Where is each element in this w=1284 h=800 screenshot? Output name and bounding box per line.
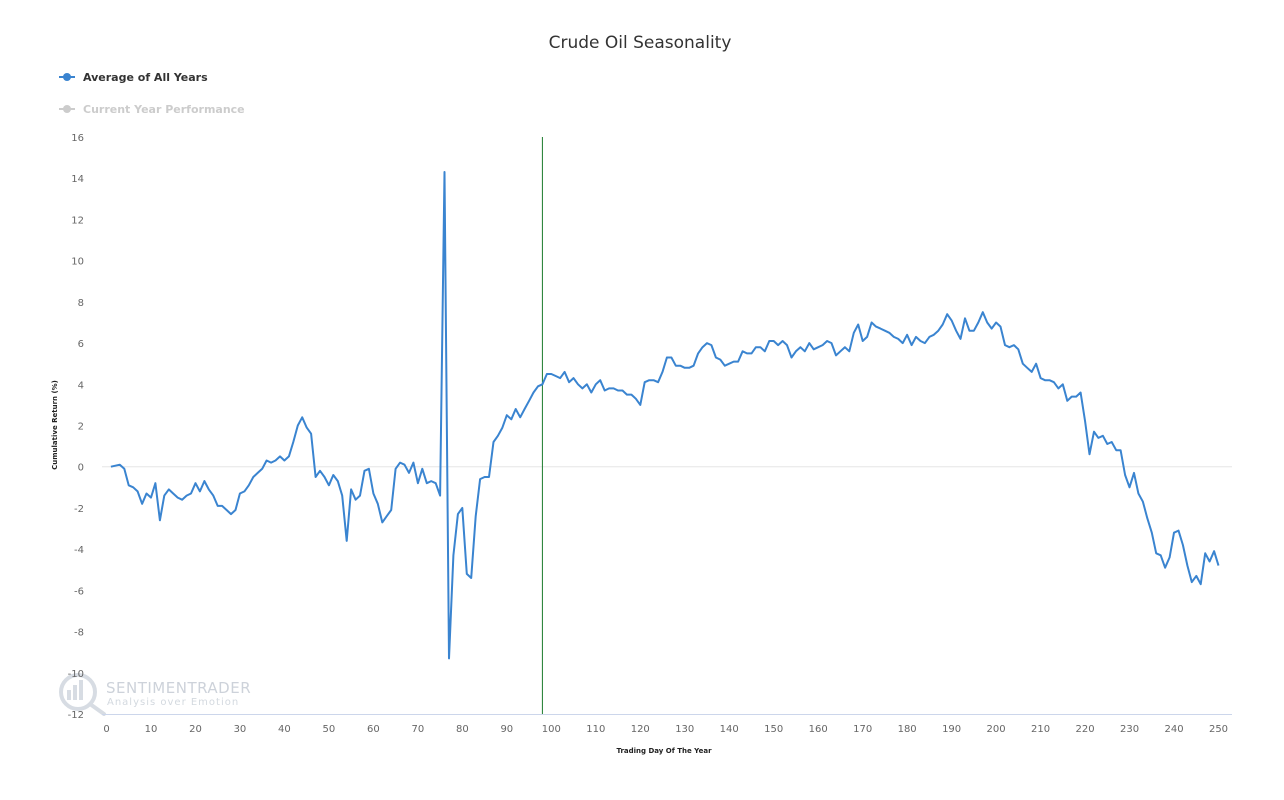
x-tick-label: 10 <box>145 724 158 735</box>
x-tick-label: 250 <box>1209 724 1228 735</box>
y-tick-label: -4 <box>74 545 84 556</box>
x-tick-label: 180 <box>898 724 917 735</box>
watermark: SENTIMENTRADER Analysis over Emotion <box>59 673 251 716</box>
x-tick-label: 230 <box>1120 724 1139 735</box>
x-tick-label: 200 <box>987 724 1006 735</box>
y-axis-ticks: -12 -10 -8 -6 -4 -2 0 2 4 6 8 10 12 14 16 <box>68 133 84 721</box>
y-tick-label: -8 <box>74 628 84 639</box>
y-tick-label: -12 <box>68 710 84 721</box>
x-tick-label: 50 <box>323 724 336 735</box>
y-tick-label: 4 <box>78 380 84 391</box>
x-tick-label: 190 <box>942 724 961 735</box>
y-tick-label: -10 <box>68 669 84 680</box>
legend-label-average: Average of All Years <box>83 71 208 84</box>
y-tick-label: 14 <box>71 174 84 185</box>
x-tick-label: 110 <box>586 724 605 735</box>
x-tick-label: 140 <box>720 724 739 735</box>
plot-area <box>102 137 1232 715</box>
x-tick-label: 150 <box>764 724 783 735</box>
watermark-brand: SENTIMENTRADER <box>106 679 251 697</box>
legend-marker-current-year <box>63 105 71 113</box>
series-line-average <box>110 171 1220 660</box>
legend-marker-average <box>63 73 71 81</box>
x-tick-label: 60 <box>367 724 380 735</box>
x-tick-label: 100 <box>542 724 561 735</box>
x-tick-label: 20 <box>189 724 202 735</box>
legend-item-current-year[interactable]: Current Year Performance <box>59 103 245 116</box>
chart-title: Crude Oil Seasonality <box>549 33 732 53</box>
legend: Average of All Years Current Year Perfor… <box>59 71 245 116</box>
y-tick-label: 12 <box>71 215 84 226</box>
x-axis-title: Trading Day Of The Year <box>616 747 712 755</box>
y-axis-title: Cumulative Return (%) <box>51 380 59 470</box>
y-tick-label: 0 <box>78 463 84 474</box>
legend-label-current-year: Current Year Performance <box>83 103 245 116</box>
y-tick-label: 8 <box>78 298 84 309</box>
watermark-logo-icon <box>59 673 106 716</box>
y-tick-label: 16 <box>71 133 84 144</box>
watermark-tagline: Analysis over Emotion <box>107 697 239 708</box>
x-tick-label: 80 <box>456 724 469 735</box>
legend-item-average[interactable]: Average of All Years <box>59 71 208 84</box>
y-tick-label: 6 <box>78 339 84 350</box>
x-tick-label: 40 <box>278 724 291 735</box>
x-tick-label: 210 <box>1031 724 1050 735</box>
x-tick-label: 240 <box>1164 724 1183 735</box>
y-tick-label: -6 <box>74 586 84 597</box>
x-tick-label: 30 <box>234 724 247 735</box>
x-tick-label: 90 <box>500 724 513 735</box>
x-tick-label: 220 <box>1076 724 1095 735</box>
x-tick-label: 70 <box>411 724 424 735</box>
x-tick-label: 0 <box>103 724 109 735</box>
x-tick-label: 170 <box>853 724 872 735</box>
y-tick-label: -2 <box>74 504 84 515</box>
x-axis-ticks: 0 10 20 30 40 50 60 70 80 90 100 110 120 130 140 150 160… <box>103 724 1228 735</box>
y-tick-label: 2 <box>78 422 84 433</box>
x-tick-label: 130 <box>675 724 694 735</box>
x-tick-label: 120 <box>631 724 650 735</box>
x-tick-label: 160 <box>809 724 828 735</box>
y-tick-label: 10 <box>71 257 84 268</box>
